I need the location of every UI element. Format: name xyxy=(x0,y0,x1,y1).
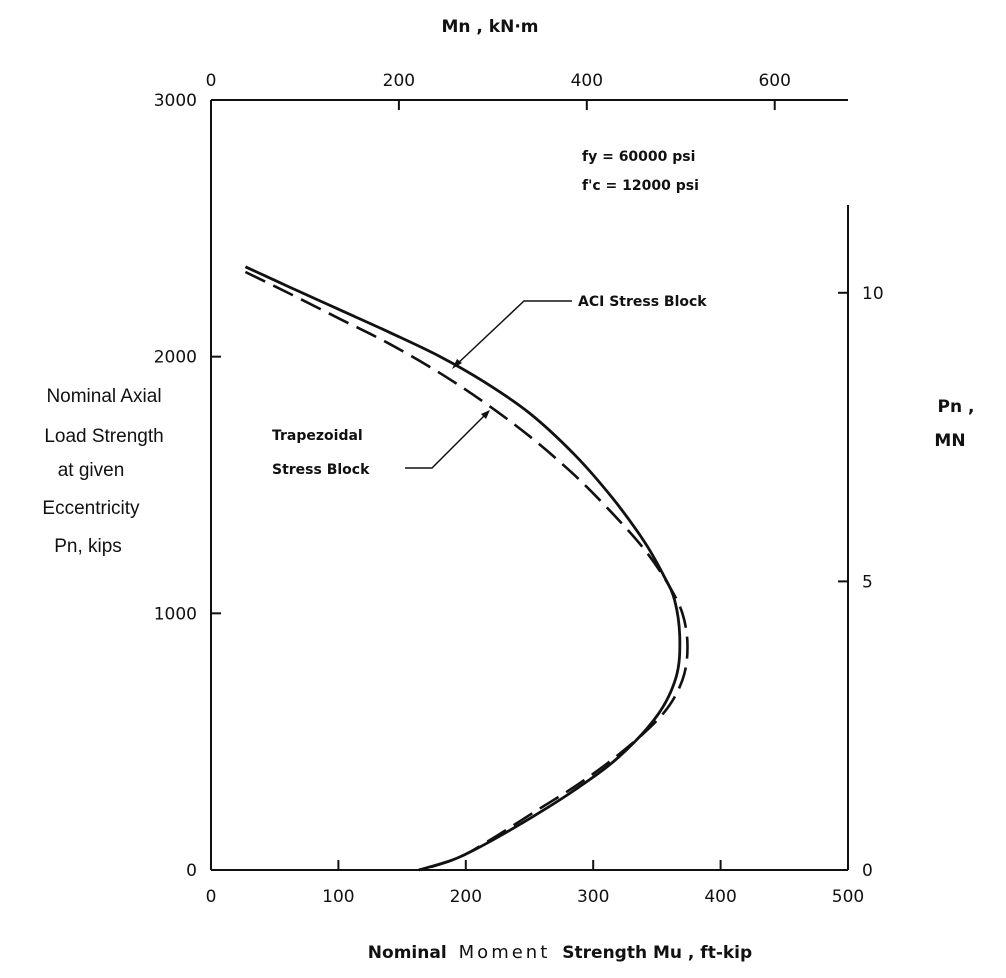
y-tick-label-right-5: 5 xyxy=(862,572,873,592)
left-axis-title: Nominal Axial Load Strength at given Ecc… xyxy=(42,386,163,557)
series-line-trapezoidal xyxy=(244,270,689,872)
series-label-trapezoidal-2: Stress Block xyxy=(272,462,370,478)
left-axis-title-line-2: at given xyxy=(58,460,125,481)
aci-leader-arrow xyxy=(452,359,462,369)
x-tick-label-top-0: 0 xyxy=(206,71,217,91)
series-group xyxy=(244,265,689,872)
tick-labels-group: 0 100 200 300 400 500 0 200 400 600 0 1000 2000 3000 0… xyxy=(154,71,884,907)
right-axis-title: Pn , MN xyxy=(934,397,974,451)
bottom-axis-title-prefix: Nominal xyxy=(368,943,447,963)
bottom-axis-title-suffix: Strength Mu , ft-kip xyxy=(562,943,752,963)
y-tick-label-left-1000: 1000 xyxy=(154,604,197,624)
x-tick-label-top-400: 400 xyxy=(571,71,603,91)
x-tick-label-bottom-500: 500 xyxy=(832,887,864,907)
bottom-axis-title-middle: Moment xyxy=(459,942,551,963)
trapezoidal-leader-arrow xyxy=(481,410,490,419)
right-axis-title-line-1: MN xyxy=(934,431,965,451)
series-label-aci: ACI Stress Block xyxy=(578,294,707,310)
series-label-trapezoidal-1: Trapezoidal xyxy=(272,428,363,444)
x-tick-label-bottom-300: 300 xyxy=(577,887,609,907)
y-tick-label-left-2000: 2000 xyxy=(154,348,197,368)
x-tick-label-bottom-400: 400 xyxy=(704,887,736,907)
annotation-fc: f'c = 12000 psi xyxy=(582,178,699,194)
left-axis-title-line-0: Nominal Axial xyxy=(46,386,161,407)
trapezoidal-leader-line xyxy=(405,411,489,469)
y-tick-label-right-0: 0 xyxy=(862,861,873,881)
x-tick-label-bottom-0: 0 xyxy=(206,887,217,907)
ticks-group xyxy=(210,99,849,871)
x-tick-label-top-600: 600 xyxy=(758,71,790,91)
y-tick-label-right-10: 10 xyxy=(862,284,884,304)
x-tick-label-top-200: 200 xyxy=(383,71,415,91)
left-axis-title-line-4: Pn, kips xyxy=(54,536,122,557)
x-tick-label-bottom-200: 200 xyxy=(450,887,482,907)
bottom-axis-title: Nominal Moment Strength Mu , ft-kip xyxy=(368,942,752,963)
left-axis-title-line-1: Load Strength xyxy=(44,426,163,447)
y-tick-label-left-0: 0 xyxy=(186,861,197,881)
top-axis-title: Mn , kN·m xyxy=(441,17,538,37)
x-tick-label-bottom-100: 100 xyxy=(322,887,354,907)
aci-leader-line xyxy=(454,300,572,367)
right-axis-title-line-0: Pn , xyxy=(938,397,975,417)
series-line-aci xyxy=(244,265,682,872)
left-axis-title-line-3: Eccentricity xyxy=(42,498,140,519)
annotation-fy: fy = 60000 psi xyxy=(582,149,695,165)
y-tick-label-left-3000: 3000 xyxy=(154,91,197,111)
